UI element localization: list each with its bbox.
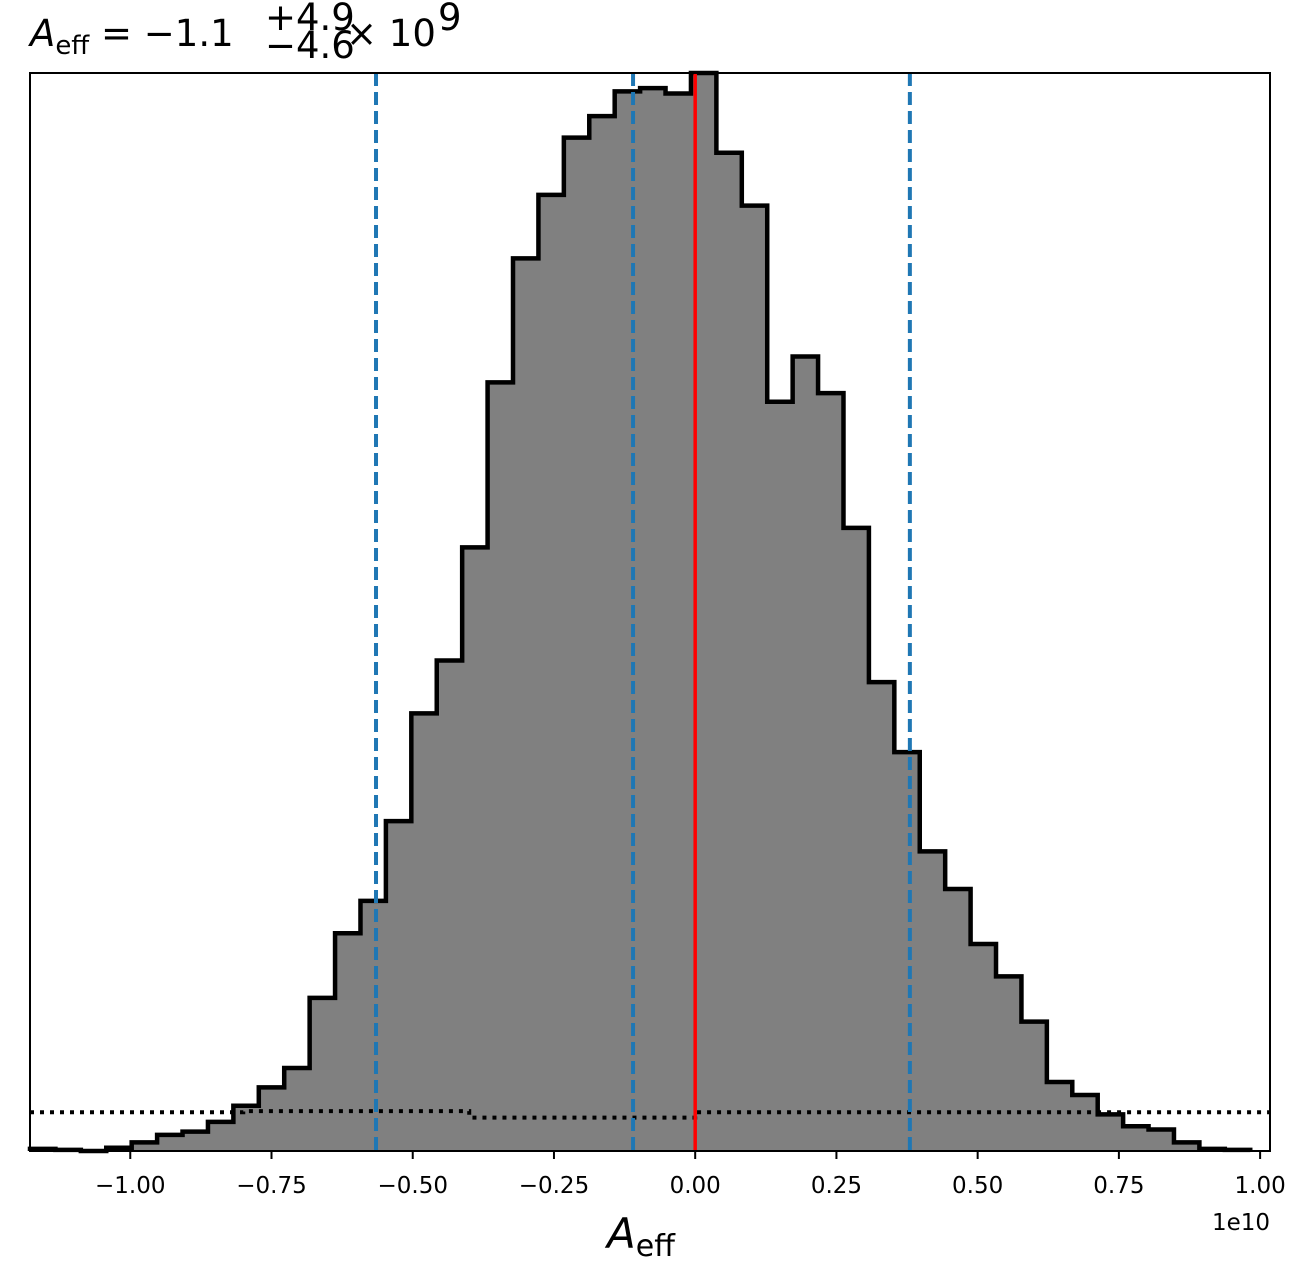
histogram-bar	[919, 851, 946, 1151]
histogram-bar	[1072, 1094, 1099, 1151]
histogram-bar	[1148, 1129, 1175, 1151]
histogram-bar	[436, 660, 463, 1151]
prior-line	[30, 1109, 1270, 1120]
histogram-bar	[335, 933, 361, 1151]
histogram-bar	[258, 1087, 285, 1151]
title-upper-error: +4.9	[265, 0, 355, 39]
histogram-bar	[640, 88, 667, 1151]
x-tick-label: 0.25	[811, 1173, 862, 1199]
histogram-bar	[1021, 1021, 1048, 1151]
histogram-bar	[996, 976, 1022, 1151]
histogram-bar	[157, 1134, 184, 1151]
histogram-bar	[589, 116, 616, 1152]
histogram-bar	[462, 547, 489, 1151]
histogram-bar	[563, 137, 590, 1151]
histogram-bar	[894, 752, 921, 1151]
histogram-bar	[131, 1142, 158, 1151]
histogram-bar	[818, 393, 844, 1151]
histogram-bar	[1173, 1142, 1200, 1151]
x-tick-label: −0.50	[377, 1173, 447, 1199]
x-tick-label: −1.00	[95, 1173, 165, 1199]
histogram-bar	[284, 1067, 311, 1151]
histogram-bar	[538, 194, 565, 1152]
plot-frame	[29, 72, 1271, 1152]
x-tick-label: −0.25	[519, 1173, 589, 1199]
x-tick-label: 0.00	[670, 1173, 721, 1199]
x-tick-label: 1.00	[1235, 1173, 1286, 1199]
title-exponent-part: × 10	[346, 12, 436, 55]
title-lower-error: −4.6	[265, 24, 355, 67]
chart-title: Aeff = −1.1	[28, 12, 234, 61]
histogram-bar	[868, 682, 895, 1151]
histogram-bar	[665, 93, 692, 1151]
x-tick-label: −0.75	[236, 1173, 306, 1199]
histogram-outline	[27, 70, 1253, 1154]
histogram-bar	[360, 900, 387, 1151]
histogram-bar	[1046, 1082, 1073, 1151]
x-tick-label: 0.75	[1093, 1173, 1144, 1199]
histogram-bar	[767, 401, 794, 1151]
histogram-bar	[970, 944, 997, 1151]
histogram-bar	[716, 152, 743, 1152]
title-exponent: 9	[438, 0, 462, 39]
histogram-bar	[487, 382, 514, 1151]
histogram-bar	[1123, 1126, 1150, 1151]
histogram-bar	[385, 821, 412, 1151]
reference-lines-layer	[374, 73, 912, 1151]
x-axis-ticks: −1.00 −0.75 −0.50 −0.25 0.00 0.25 0.50 0.75 1.00	[95, 1151, 1286, 1199]
histogram-bar	[792, 356, 819, 1151]
histogram-bar	[741, 205, 768, 1151]
histogram-bar	[207, 1121, 234, 1151]
histogram-bar	[614, 91, 641, 1151]
x-tick-label: 0.50	[952, 1173, 1003, 1199]
prior-layer	[30, 1109, 1270, 1120]
histogram-layer	[27, 70, 1253, 1154]
histogram-bar	[843, 527, 870, 1151]
x-axis-label: Aeff	[604, 1209, 676, 1264]
histogram-bar	[309, 997, 336, 1151]
histogram-bar	[945, 889, 972, 1151]
histogram-bar	[513, 258, 539, 1151]
x-offset-text: 1e10	[1212, 1210, 1270, 1236]
histogram-bar	[233, 1105, 260, 1151]
histogram-bar	[411, 713, 438, 1151]
histogram-bar	[1097, 1114, 1124, 1151]
histogram-bar	[182, 1131, 209, 1151]
